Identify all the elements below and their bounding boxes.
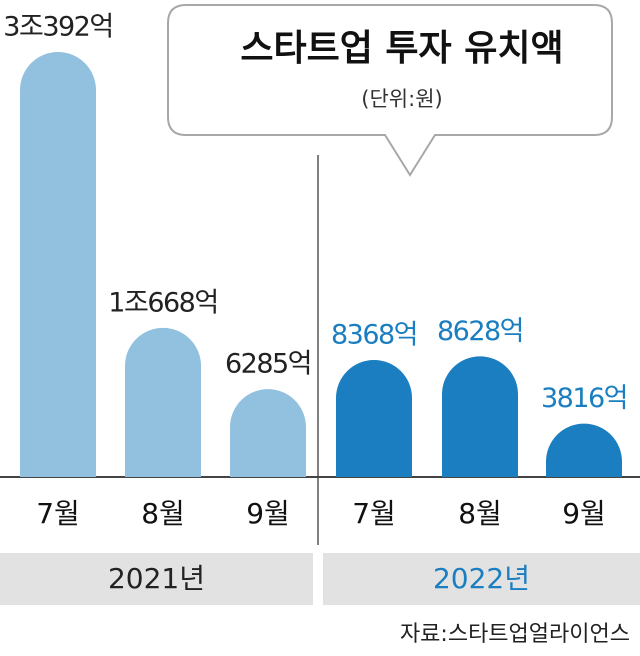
x-tick-label: 8월 — [458, 497, 502, 530]
x-tick-label: 8월 — [141, 497, 185, 530]
bar — [546, 423, 622, 477]
value-label: 6285억 — [225, 349, 311, 380]
x-tick-label: 9월 — [562, 497, 606, 530]
title-callout — [167, 4, 613, 177]
x-tick-label: 9월 — [246, 497, 290, 530]
value-label: 3조392억 — [3, 12, 112, 43]
value-label: 3816억 — [541, 383, 627, 414]
chart-subtitle: (단위:원) — [361, 87, 442, 111]
value-label: 1조668억 — [108, 287, 217, 318]
bar — [336, 359, 412, 477]
year-band — [323, 553, 640, 605]
bar — [442, 356, 518, 477]
value-label: 8368억 — [331, 319, 417, 350]
chart-title: 스타트업 투자 유치액 — [240, 28, 563, 69]
value-label: 8628억 — [437, 316, 523, 347]
year-band — [0, 553, 313, 605]
legend-label: 2022년 — [433, 562, 530, 595]
x-tick-label: 7월 — [352, 497, 396, 530]
bar — [20, 52, 96, 477]
bar — [125, 327, 201, 477]
source: 자료:스타트업얼라이언스 — [400, 622, 630, 647]
legend-label: 2021년 — [108, 562, 205, 595]
x-tick-label: 7월 — [36, 497, 80, 530]
bar — [230, 389, 306, 477]
